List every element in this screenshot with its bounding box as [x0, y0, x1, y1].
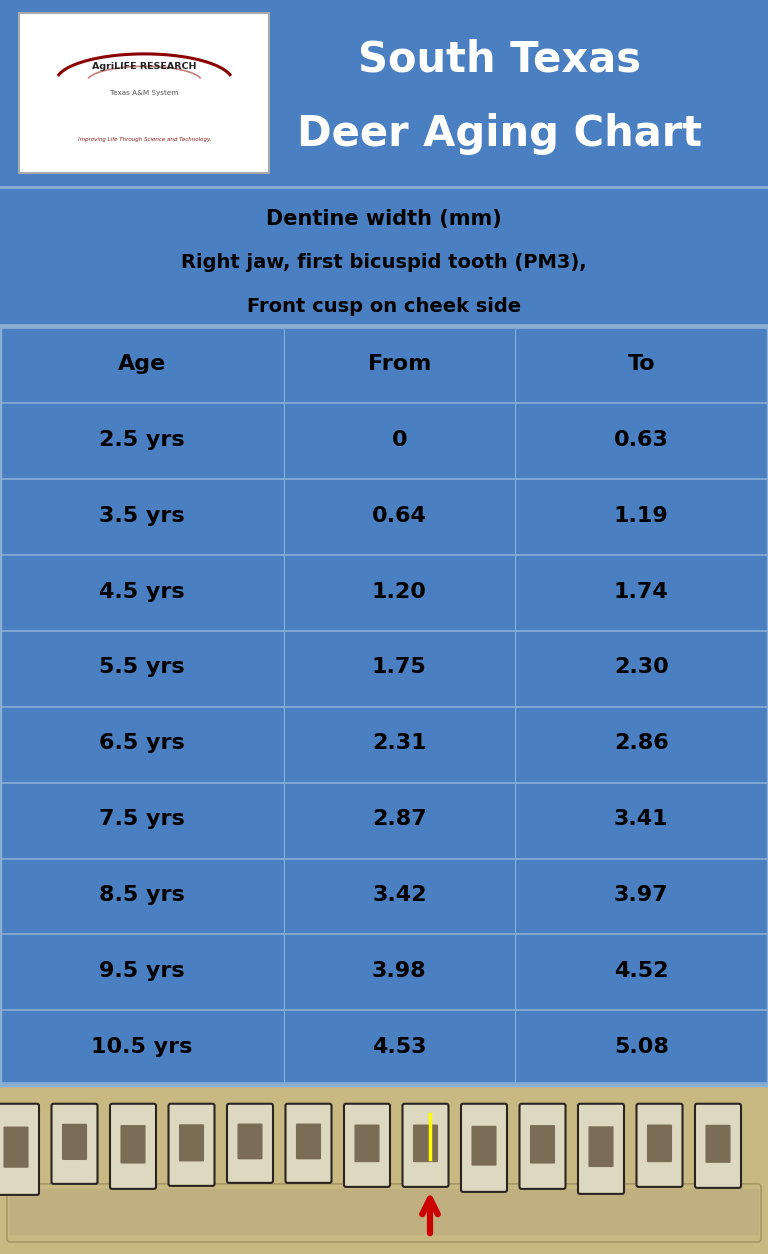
Text: 4.52: 4.52 [614, 961, 668, 981]
FancyBboxPatch shape [637, 1104, 683, 1186]
FancyBboxPatch shape [121, 1125, 146, 1164]
Text: 4.5 yrs: 4.5 yrs [99, 582, 185, 602]
Text: 2.31: 2.31 [372, 734, 427, 754]
FancyBboxPatch shape [530, 1125, 555, 1164]
FancyBboxPatch shape [3, 1126, 28, 1167]
Text: 9.5 yrs: 9.5 yrs [99, 961, 185, 981]
Text: 1.75: 1.75 [372, 657, 427, 677]
FancyBboxPatch shape [344, 1104, 390, 1186]
Text: 3.42: 3.42 [372, 885, 426, 905]
Text: 10.5 yrs: 10.5 yrs [91, 1037, 193, 1057]
FancyBboxPatch shape [472, 1126, 497, 1166]
FancyBboxPatch shape [62, 1124, 87, 1160]
Text: 5.5 yrs: 5.5 yrs [99, 657, 185, 677]
Text: 2.87: 2.87 [372, 809, 427, 829]
Text: Deer Aging Chart: Deer Aging Chart [296, 113, 702, 154]
Text: 2.30: 2.30 [614, 657, 669, 677]
Text: Texas A&M System: Texas A&M System [110, 90, 179, 95]
Text: Dentine width (mm): Dentine width (mm) [266, 209, 502, 229]
FancyBboxPatch shape [110, 1104, 156, 1189]
FancyBboxPatch shape [179, 1125, 204, 1161]
FancyBboxPatch shape [578, 1104, 624, 1194]
Text: 6.5 yrs: 6.5 yrs [99, 734, 185, 754]
Text: Front cusp on cheek side: Front cusp on cheek side [247, 297, 521, 316]
Text: 1.74: 1.74 [614, 582, 669, 602]
Text: 8.5 yrs: 8.5 yrs [99, 885, 185, 905]
Text: South Texas: South Texas [358, 39, 641, 80]
Text: 0.63: 0.63 [614, 430, 669, 450]
Text: Right jaw, first bicuspid tooth (PM3),: Right jaw, first bicuspid tooth (PM3), [181, 253, 587, 272]
Text: From: From [368, 354, 431, 374]
Text: 0.64: 0.64 [372, 505, 427, 525]
FancyBboxPatch shape [461, 1104, 507, 1191]
Text: 2.5 yrs: 2.5 yrs [99, 430, 185, 450]
FancyBboxPatch shape [168, 1104, 214, 1186]
FancyBboxPatch shape [296, 1124, 321, 1160]
Text: 3.41: 3.41 [614, 809, 669, 829]
Text: To: To [627, 354, 655, 374]
Text: AgriLIFE RESEARCH: AgriLIFE RESEARCH [92, 63, 197, 71]
Text: 4.53: 4.53 [372, 1037, 426, 1057]
Text: Age: Age [118, 354, 166, 374]
Text: 2.86: 2.86 [614, 734, 669, 754]
Text: 3.97: 3.97 [614, 885, 669, 905]
FancyBboxPatch shape [227, 1104, 273, 1183]
Bar [10, 1189, 758, 1234]
FancyBboxPatch shape [402, 1104, 449, 1186]
Text: 5.08: 5.08 [614, 1037, 669, 1057]
FancyBboxPatch shape [51, 1104, 98, 1184]
Text: 7.5 yrs: 7.5 yrs [99, 809, 185, 829]
Text: 3.98: 3.98 [372, 961, 427, 981]
Text: 1.19: 1.19 [614, 505, 669, 525]
FancyBboxPatch shape [647, 1125, 672, 1162]
FancyBboxPatch shape [588, 1126, 614, 1167]
FancyBboxPatch shape [413, 1125, 438, 1162]
FancyBboxPatch shape [695, 1104, 741, 1188]
FancyBboxPatch shape [355, 1125, 379, 1162]
FancyBboxPatch shape [519, 1104, 565, 1189]
Text: 3.5 yrs: 3.5 yrs [99, 505, 185, 525]
FancyBboxPatch shape [286, 1104, 332, 1183]
Text: 0: 0 [392, 430, 407, 450]
FancyBboxPatch shape [706, 1125, 730, 1162]
Text: Improving Life Through Science and Technology.: Improving Life Through Science and Techn… [78, 137, 211, 142]
Text: 1.20: 1.20 [372, 582, 427, 602]
FancyBboxPatch shape [7, 1184, 761, 1241]
FancyBboxPatch shape [237, 1124, 263, 1160]
FancyBboxPatch shape [0, 1104, 39, 1195]
FancyBboxPatch shape [19, 13, 269, 173]
